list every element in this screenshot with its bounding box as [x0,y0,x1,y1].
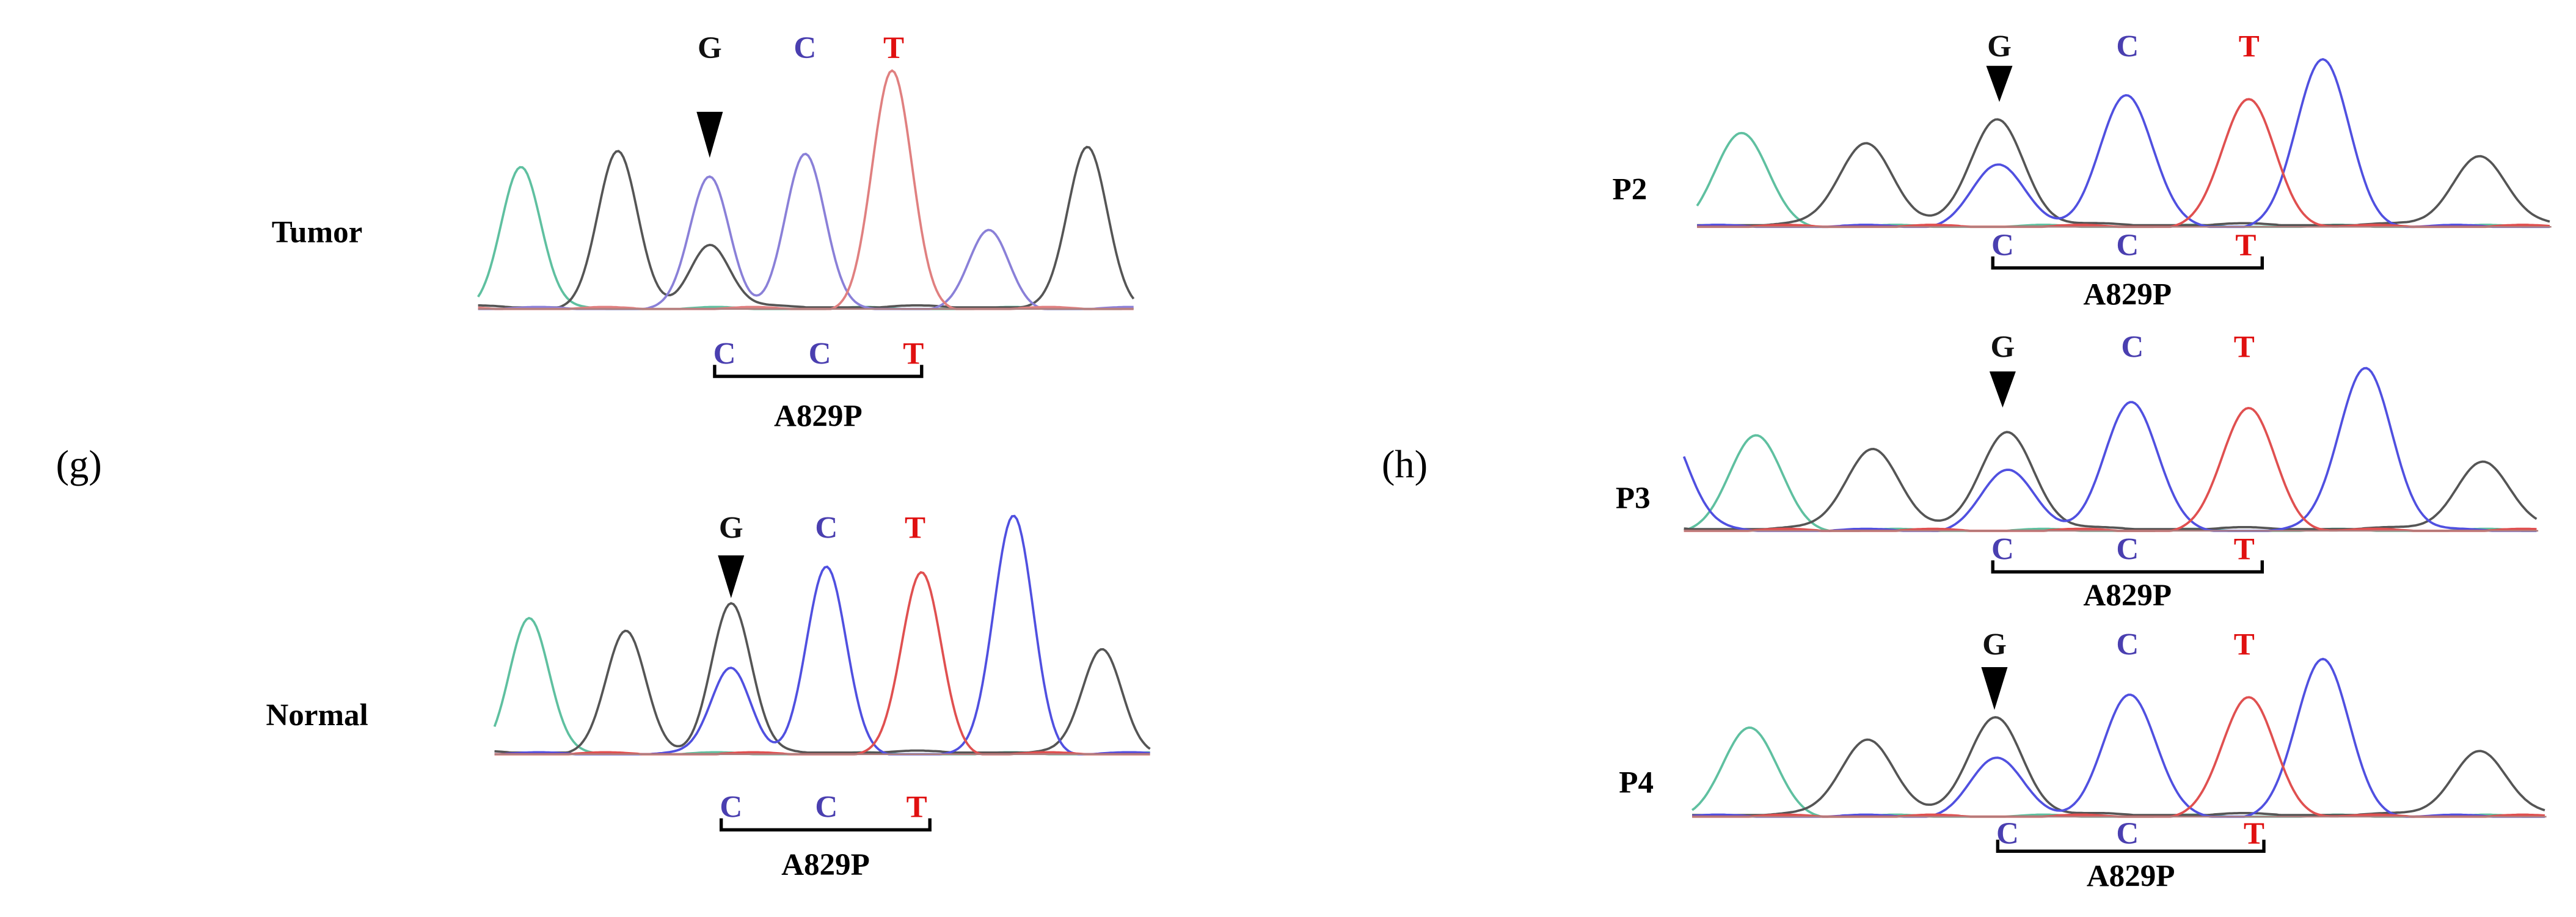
arrowhead [718,555,745,599]
bottom-base: C [2116,228,2139,263]
bottom-base: C [809,336,831,371]
bottom-base: C [713,336,736,371]
trace [1684,431,2538,531]
panel-label: (h) [1382,442,1428,486]
sample-label: P3 [1616,481,1651,516]
trace [494,571,1150,756]
bracket [719,818,932,831]
trace [1697,118,2550,227]
top-base: C [2116,29,2139,64]
trace [494,602,1151,754]
bottom-base: C [1991,228,2014,263]
bottom-base: T [2234,532,2255,567]
mutation-label: A829P [774,399,863,434]
trace [1684,407,2537,532]
sample-label: P4 [1619,765,1654,800]
mutation-label: A829P [2087,859,2175,894]
top-base: T [2234,330,2255,365]
bottom-base: T [907,790,927,825]
bottom-base: C [2116,532,2139,567]
bracket [1991,560,2264,574]
trace [478,145,1135,309]
top-base: T [883,31,904,65]
bottom-base: C [815,790,837,825]
sample-label: P2 [1613,172,1647,207]
top-base: T [905,511,925,546]
bracket [1996,839,2266,853]
bottom-base: C [1991,532,2014,567]
trace [1692,716,2545,816]
trace [1682,367,2537,532]
top-base: C [815,511,837,546]
arrowhead [1989,371,2016,408]
sample-label: Tumor [272,214,363,249]
trace [1697,57,2550,228]
top-base: G [1982,627,2007,662]
top-base: C [794,31,816,65]
trace [1691,657,2545,818]
arrowhead [1986,65,2013,102]
trace [478,152,1134,310]
bottom-base: T [2235,228,2256,263]
top-base: G [1987,29,2012,64]
top-base: C [2121,330,2144,365]
sample-label: Normal [266,698,368,733]
arrowhead [1981,667,2008,710]
trace [1684,434,2537,532]
trace [478,69,1134,310]
bottom-base: T [2244,816,2264,851]
bracket [1991,256,2264,270]
top-base: G [698,31,722,65]
chromatogram [1682,367,2539,532]
trace [1696,131,2550,228]
chromatogram [477,69,1135,310]
top-base: G [719,511,743,546]
mutation-label: A829P [2083,277,2172,312]
chromatogram [1691,657,2547,818]
mutation-label: A829P [781,847,870,882]
trace [493,616,1150,756]
top-base: G [1991,330,2015,365]
top-base: T [2239,29,2260,64]
top-base: C [2116,627,2139,662]
bracket [713,365,924,378]
bottom-base: C [1996,816,2019,851]
bottom-base: C [720,790,742,825]
trace [477,166,1134,310]
bottom-base: C [2116,816,2139,851]
trace [1697,98,2550,228]
mutation-label: A829P [2083,578,2172,613]
trace [1691,726,2545,818]
top-base: T [2234,627,2255,662]
chromatogram [493,514,1151,756]
chromatogram [1696,57,2552,228]
panel-label: (g) [56,442,101,486]
trace [494,514,1150,756]
arrowhead [696,112,723,158]
